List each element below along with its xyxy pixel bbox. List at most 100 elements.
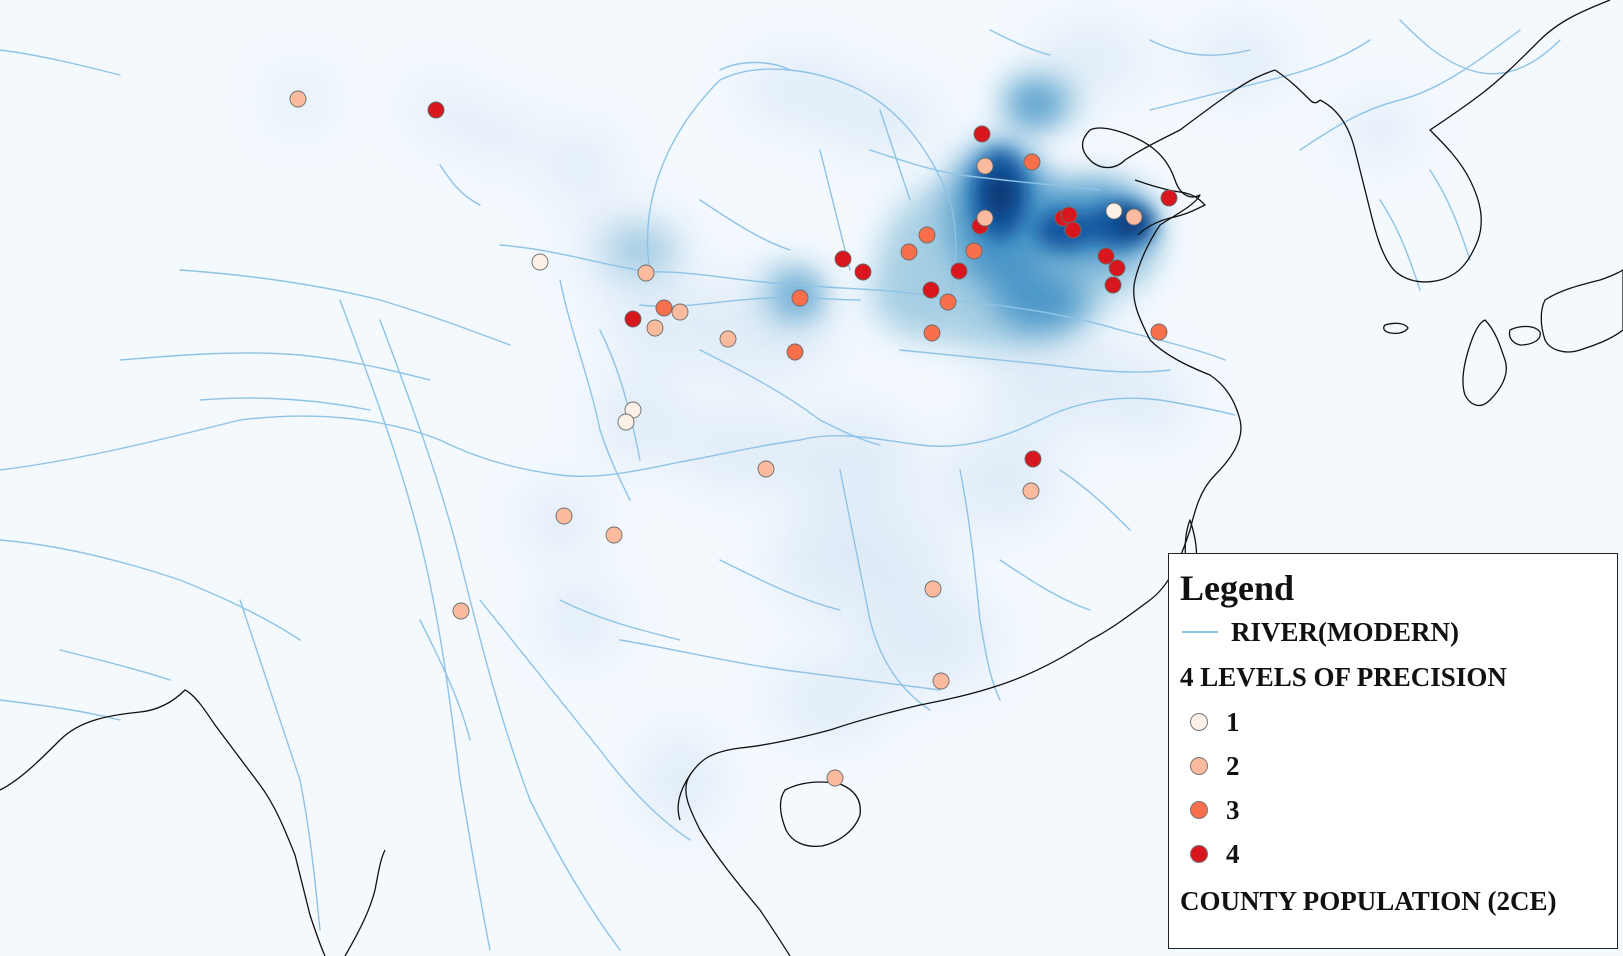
yarlung-river xyxy=(0,539,301,641)
legend-river-label: RIVER(MODERN) xyxy=(1231,616,1459,647)
site-marker-level-4 xyxy=(1064,221,1082,239)
site-marker-level-3 xyxy=(786,343,804,361)
southwest-stream xyxy=(419,619,471,741)
site-marker-level-4 xyxy=(1097,247,1115,265)
legend-level-1: 1 xyxy=(1180,700,1617,744)
korea-coast xyxy=(1319,0,1611,283)
site-marker-level-4 xyxy=(1104,276,1122,294)
legend-box: Legend RIVER(MODERN) 4 LEVELS OF PRECISI… xyxy=(1168,553,1618,949)
myanmar-coast xyxy=(344,849,386,956)
brahmaputra xyxy=(59,649,171,681)
site-marker-level-4 xyxy=(922,281,940,299)
hai-river xyxy=(869,149,1101,191)
river-line-swatch xyxy=(1182,631,1218,633)
bohai-coast xyxy=(1081,69,1276,169)
japan-kyushu xyxy=(1462,319,1507,407)
site-marker-level-4 xyxy=(834,250,852,268)
site-points-layer xyxy=(289,90,1178,787)
yellow-river xyxy=(499,244,1226,361)
yangtze-lower xyxy=(799,397,1236,447)
salween-river xyxy=(339,299,491,951)
huai-river xyxy=(899,349,1171,373)
level-2-label: 2 xyxy=(1226,750,1240,781)
site-marker-level-4 xyxy=(624,310,642,328)
legend-population-heading: COUNTY POPULATION (2CE) xyxy=(1180,886,1557,916)
site-marker-level-4 xyxy=(950,262,968,280)
site-marker-level-2 xyxy=(671,303,689,321)
site-marker-level-3 xyxy=(1023,153,1041,171)
site-marker-level-4 xyxy=(1060,206,1078,224)
site-marker-level-3 xyxy=(900,243,918,261)
site-marker-level-4 xyxy=(973,125,991,143)
shandong-peninsula xyxy=(1134,179,1206,236)
ordos-stream xyxy=(989,29,1051,56)
site-marker-level-2 xyxy=(757,460,775,478)
pearl-river xyxy=(619,639,941,691)
bay-of-bengal-coast xyxy=(0,689,326,956)
site-marker-level-4 xyxy=(427,101,445,119)
fujian-river xyxy=(999,559,1091,611)
site-marker-level-2 xyxy=(1022,482,1040,500)
plateau-river-1 xyxy=(179,269,511,346)
level-1-label: 1 xyxy=(1226,706,1240,737)
level-4-label: 4 xyxy=(1226,838,1240,869)
site-marker-level-3 xyxy=(918,226,936,244)
north-korea-coast xyxy=(1274,69,1321,104)
min-river xyxy=(559,279,631,501)
tarim-river xyxy=(0,49,121,76)
site-marker-level-2 xyxy=(452,602,470,620)
site-marker-level-2 xyxy=(637,264,655,282)
irrawaddy-river xyxy=(239,599,321,931)
gulf-of-tonkin xyxy=(677,774,691,821)
site-marker-level-2 xyxy=(976,157,994,175)
songhua-river xyxy=(1399,19,1561,75)
gan-river xyxy=(959,469,1001,701)
legend-level-4: 4 xyxy=(1180,832,1617,876)
site-marker-level-2 xyxy=(1125,208,1143,226)
upper-tributary xyxy=(699,199,791,251)
japan-shikoku xyxy=(1508,325,1541,346)
xiang-river xyxy=(839,469,931,711)
yellow-river-loop xyxy=(646,68,957,301)
liao-river xyxy=(1149,39,1371,111)
level-2-dot xyxy=(1190,757,1208,775)
site-marker-level-2 xyxy=(932,672,950,690)
legend-precision-heading: 4 LEVELS OF PRECISION xyxy=(1180,662,1507,692)
mekong-river xyxy=(379,319,621,951)
korea-river xyxy=(1429,169,1471,261)
central-branch xyxy=(719,559,841,611)
site-marker-level-4 xyxy=(1024,450,1042,468)
yangtze-upper xyxy=(0,415,801,478)
site-marker-level-2 xyxy=(924,580,942,598)
site-marker-level-4 xyxy=(854,263,872,281)
level-1-dot xyxy=(1190,713,1208,731)
site-marker-level-2 xyxy=(976,209,994,227)
site-marker-level-3 xyxy=(1150,323,1168,341)
site-marker-level-3 xyxy=(655,299,673,317)
site-marker-level-2 xyxy=(826,769,844,787)
river-network xyxy=(0,19,1561,951)
site-marker-level-4 xyxy=(1160,189,1178,207)
site-marker-level-4 xyxy=(1108,259,1126,277)
north-west-stream xyxy=(439,164,481,206)
northeast-river xyxy=(1149,39,1251,56)
site-marker-level-2 xyxy=(289,90,307,108)
site-marker-level-1 xyxy=(617,413,635,431)
site-marker-level-3 xyxy=(939,293,957,311)
red-river xyxy=(479,599,691,841)
wei-river xyxy=(639,296,861,308)
level-3-label: 3 xyxy=(1226,794,1240,825)
site-marker-level-3 xyxy=(923,324,941,342)
site-marker-level-2 xyxy=(719,330,737,348)
cheju-island xyxy=(1383,322,1409,335)
han-river xyxy=(699,349,881,446)
site-marker-level-2 xyxy=(555,507,573,525)
plateau-river-2 xyxy=(119,352,431,381)
legend-level-3: 3 xyxy=(1180,788,1617,832)
jialing-river xyxy=(599,329,641,461)
west-river xyxy=(559,599,681,641)
zhejiang-river xyxy=(1059,469,1131,531)
